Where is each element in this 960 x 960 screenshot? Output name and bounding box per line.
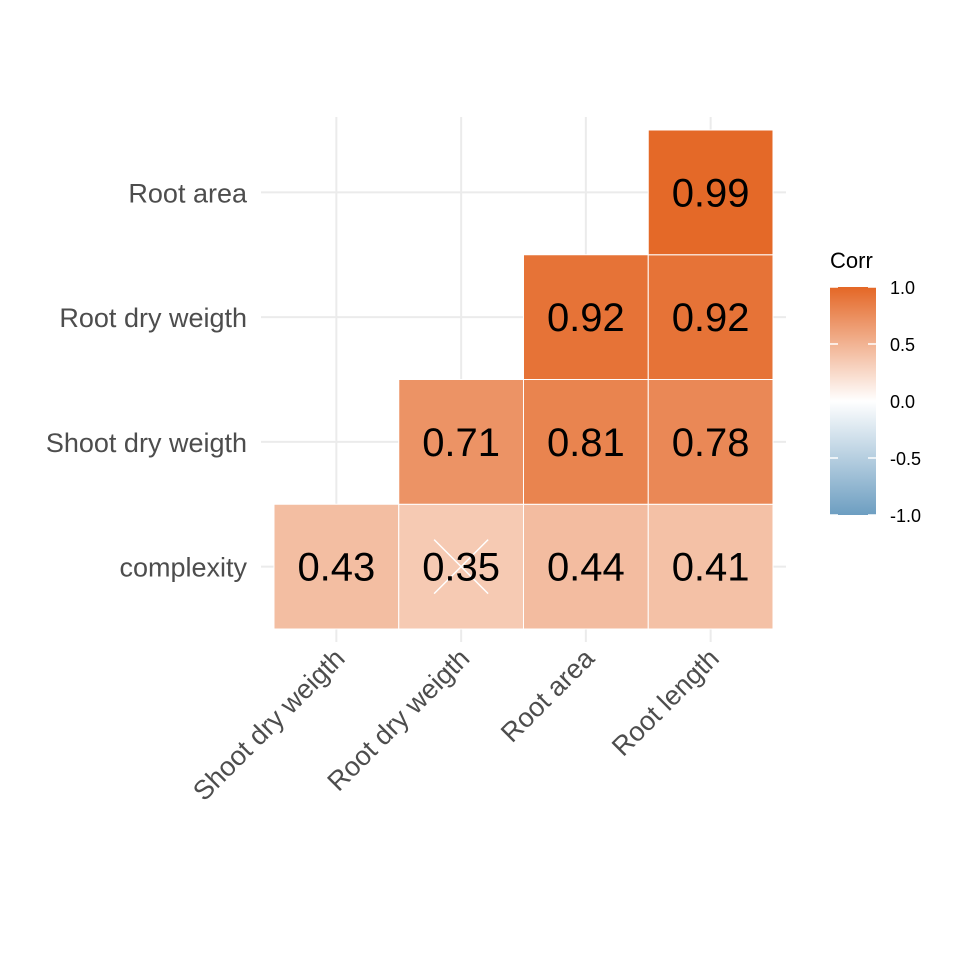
color-legend: Corr 1.0 0.5 0.0 -0.5 -1.0 [830, 248, 921, 526]
y-axis: complexity Shoot dry weigth Root dry weigt… [46, 178, 248, 582]
x-tick-label: Shoot dry weigth [187, 643, 350, 806]
cell-value-label: 0.43 [297, 546, 375, 590]
legend-title: Corr [830, 248, 873, 273]
heatmap-cell [523, 379, 649, 505]
heatmap-cell [523, 503, 649, 630]
cell-value-labels: 0.43 0.35 0.44 0.41 0.71 0.81 0.78 0.92 0.92 0.99 [297, 171, 749, 589]
cell-value-label: 0.92 [672, 296, 750, 340]
heatmap-cells [273, 129, 774, 630]
heatmap-cell [647, 379, 774, 505]
heatmap-cell [647, 129, 774, 256]
heatmap-cell [647, 503, 774, 630]
x-tick-label: Root area [495, 642, 601, 748]
y-tick-label: Shoot dry weigth [46, 428, 247, 458]
y-tick-label: complexity [119, 553, 247, 583]
cell-value-label: 0.92 [547, 296, 625, 340]
heatmap-cell [647, 254, 774, 380]
y-tick-label: Root dry weigth [59, 303, 247, 333]
heatmap-cell [273, 503, 400, 630]
cell-value-label: 0.81 [547, 421, 625, 465]
heatmap-cell [398, 379, 524, 505]
cell-value-label: 0.78 [672, 421, 750, 465]
legend-tick-label: 1.0 [890, 278, 915, 298]
cell-value-label: 0.44 [547, 546, 625, 590]
legend-tick-label: -0.5 [890, 449, 921, 469]
legend-tick-label: 0.5 [890, 335, 915, 355]
legend-tick-label: 0.0 [890, 392, 915, 412]
insignificant-cross-mark [433, 539, 489, 595]
cell-value-label: 0.35 [422, 546, 500, 590]
y-tick-label: Root area [128, 178, 248, 208]
heatmap-cell [523, 254, 649, 380]
legend-tick-label: -1.0 [890, 506, 921, 526]
cell-value-label: 0.71 [422, 421, 500, 465]
x-tick-label: Root length [606, 643, 725, 762]
cell-value-label: 0.41 [672, 546, 750, 590]
cell-value-label: 0.99 [672, 171, 750, 215]
